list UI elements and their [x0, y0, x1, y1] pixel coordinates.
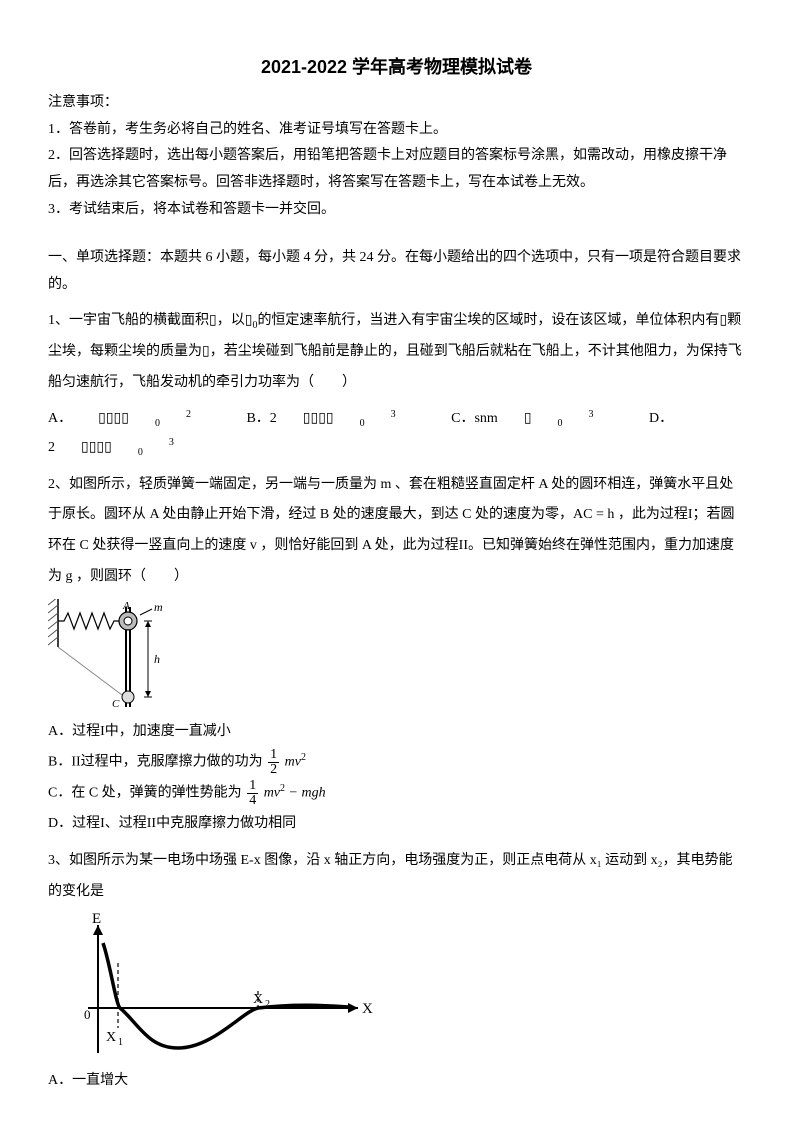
q1-opt-c: C．snm ▯ 0 3: [451, 411, 619, 426]
sup-2: 2: [301, 752, 306, 763]
origin-label: 0: [84, 1007, 91, 1022]
blank-icon: ▯▯▯▯: [98, 411, 129, 426]
q1-c-label: C．snm: [451, 411, 498, 426]
q2-opt-a: A．过程I中，加速度一直减小: [48, 718, 745, 746]
q2-opt-c: C．在 C 处，弹簧的弹性势能为 14 mv2 − mgh: [48, 779, 745, 808]
x2-sub: 2: [265, 999, 270, 1010]
page-title: 2021-2022 学年高考物理模拟试卷: [48, 50, 745, 84]
blank-icon: ▯: [524, 411, 532, 426]
sub: 0: [138, 447, 143, 458]
sup: 3: [169, 437, 174, 448]
q1-stem-b: ，以: [217, 313, 245, 328]
q2-c-post: mv: [264, 786, 280, 801]
x1-sub: 1: [118, 1037, 123, 1048]
q1-a-label: A．: [48, 411, 72, 426]
question-2: 2、如图所示，轻质弹簧一端固定，另一端与一质量为 m 、套在粗糙竖直固定杆 A …: [48, 470, 745, 593]
sup-2: 2: [280, 783, 285, 794]
q3-opt-a: A．一直增大: [48, 1067, 745, 1095]
fraction-half: 12: [268, 748, 279, 777]
q2-b-pre: B．II过程中，克服摩擦力做的功为: [48, 755, 263, 770]
q3-figure: E X 0 X 1 X 2: [48, 913, 745, 1063]
label-C: C: [112, 698, 120, 710]
x1-label: X: [106, 1030, 116, 1045]
blank-icon: ▯: [202, 344, 210, 359]
sub: 0: [155, 418, 160, 429]
label-h: h: [154, 652, 160, 666]
sup: 2: [186, 409, 191, 420]
sup: 3: [391, 409, 396, 420]
q1-opt-a: A． ▯▯▯▯ 0 2: [48, 411, 217, 426]
question-3: 3、如图所示为某一电场中场强 E-x 图像，沿 x 轴正方向，电场强度为正，则正…: [48, 846, 745, 908]
q2-c-tail: − mgh: [289, 786, 326, 801]
q2-c-pre: C．在 C 处，弹簧的弹性势能为: [48, 786, 242, 801]
sub: 0: [360, 418, 365, 429]
q1-stem-a: 1、一宇宙飞船的横截面积: [48, 313, 209, 328]
notice-2: 2．回答选择题时，选出每小题答案后，用铅笔把答题卡上对应题目的答案标号涂黑，如需…: [48, 143, 745, 196]
blank-icon: ▯▯▯▯: [81, 440, 112, 455]
q2-opt-b: B．II过程中，克服摩擦力做的功为 12 mv2: [48, 748, 745, 777]
q2-opt-d: D．过程I、过程II中克服摩擦力做功相同: [48, 810, 745, 838]
blank-icon: ▯: [719, 313, 727, 328]
sup: 3: [589, 409, 594, 420]
section-1-intro: 一、单项选择题：本题共 6 小题，每小题 4 分，共 24 分。在每小题给出的四…: [48, 245, 745, 298]
x2-label: X: [253, 992, 263, 1007]
q1-stem-c: 的恒定速率航行，当进入有宇宙尘埃的区域时，设在该区域，单位体积内有: [257, 313, 719, 328]
label-m: m: [154, 600, 163, 614]
question-1: 1、一宇宙飞船的横截面积▯，以▯0的恒定速率航行，当进入有宇宙尘埃的区域时，设在…: [48, 306, 745, 398]
q1-options: A．▯▯▯▯02 B．2▯▯▯▯03 C．snm▯03 D．2▯▯▯▯03: [48, 405, 745, 462]
blank-icon: ▯▯▯▯: [303, 411, 334, 426]
notice-3: 3．考试结束后，将本试卷和答题卡一并交回。: [48, 197, 745, 224]
axis-E-label: E: [92, 913, 101, 927]
notice-heading: 注意事项：: [48, 90, 745, 117]
q1-opt-b: B．2 ▯▯▯▯ 0 3: [246, 411, 421, 426]
q1-b-label: B．2: [246, 411, 276, 426]
q2-b-post: mv: [285, 755, 301, 770]
label-A: A: [122, 600, 130, 612]
q2-figure: A m h C: [48, 599, 745, 714]
sub: 0: [558, 418, 563, 429]
blank-icon: ▯: [209, 313, 217, 328]
notice-1: 1．答卷前，考生务必将自己的姓名、准考证号填写在答题卡上。: [48, 117, 745, 144]
axis-X-label: X: [362, 1001, 373, 1017]
fraction-quarter: 14: [247, 779, 258, 808]
